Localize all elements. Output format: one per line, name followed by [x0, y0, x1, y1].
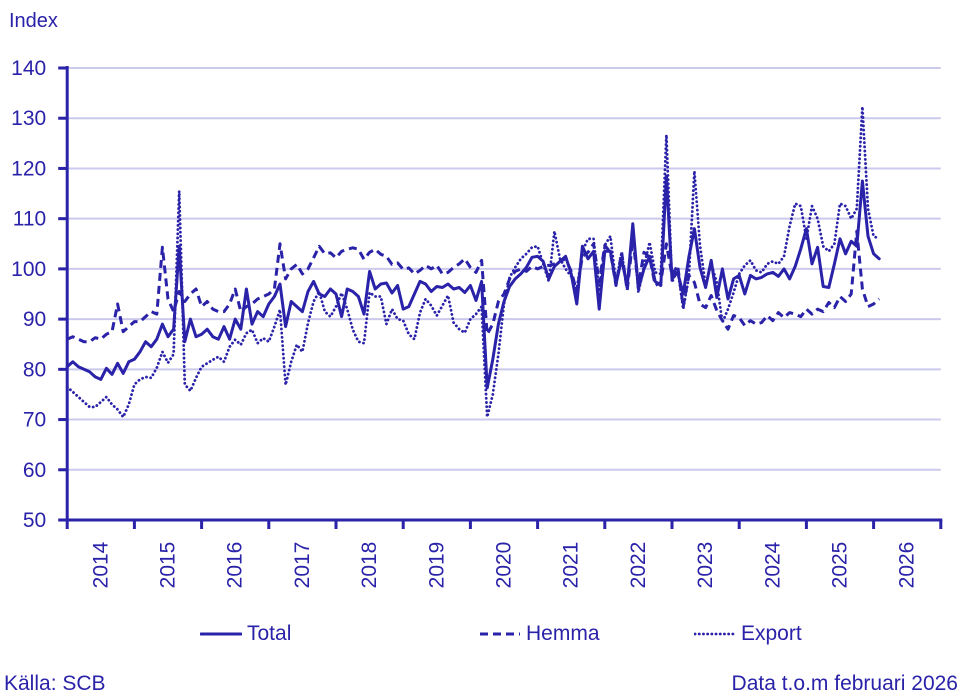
- legend-swatch-solid: [200, 632, 242, 636]
- x-tick-label: 2025: [829, 542, 852, 589]
- x-tick-label: 2021: [560, 542, 583, 589]
- y-tick-label: 60: [23, 459, 46, 482]
- legend-label-total: Total: [247, 622, 292, 645]
- x-tick-label: 2024: [761, 541, 784, 588]
- legend-label-export: Export: [741, 622, 802, 645]
- x-tick-label: 2014: [89, 541, 112, 588]
- series-export: [65, 105, 881, 419]
- legend-item-hemma: Hemma: [479, 620, 600, 648]
- y-tick-label: 130: [11, 107, 46, 130]
- x-tick-label: 2026: [896, 542, 919, 589]
- x-tick-label: 2017: [291, 542, 314, 589]
- y-tick-label: 110: [13, 208, 46, 231]
- chart-title: Index: [9, 10, 58, 32]
- y-tick-label: 50: [23, 509, 46, 532]
- legend-swatch-dotted: [694, 632, 736, 636]
- legend-item-export: Export: [694, 620, 802, 648]
- y-tick-label: 120: [11, 157, 46, 180]
- chart-canvas: 50 60 70 80 90 100 110 120 130 140 2014 2015 2016 201…: [11, 57, 943, 589]
- series-hemma: [66, 229, 881, 344]
- x-tick-label: 2022: [627, 542, 650, 589]
- x-tick-label: 2019: [425, 542, 448, 589]
- y-tick-label: 80: [23, 358, 46, 381]
- x-tick-label: 2020: [493, 542, 516, 589]
- x-tick-label: 2015: [157, 542, 180, 589]
- x-tick-label: 2018: [358, 542, 381, 589]
- legend-item-total: Total: [200, 620, 291, 648]
- series-total: [65, 174, 881, 390]
- y-tick-label: 90: [23, 308, 46, 331]
- data-note-label: Data t.o.m februari 2026: [731, 672, 958, 695]
- y-tick-label: 140: [11, 57, 46, 80]
- y-tick-label: 100: [11, 258, 46, 281]
- source-label: Källa: SCB: [4, 672, 106, 695]
- legend-label-hemma: Hemma: [526, 622, 600, 645]
- y-tick-label: 70: [23, 409, 46, 432]
- legend-swatch-dashed: [480, 632, 520, 636]
- x-tick-label: 2023: [694, 542, 717, 589]
- x-tick-label: 2016: [224, 542, 247, 589]
